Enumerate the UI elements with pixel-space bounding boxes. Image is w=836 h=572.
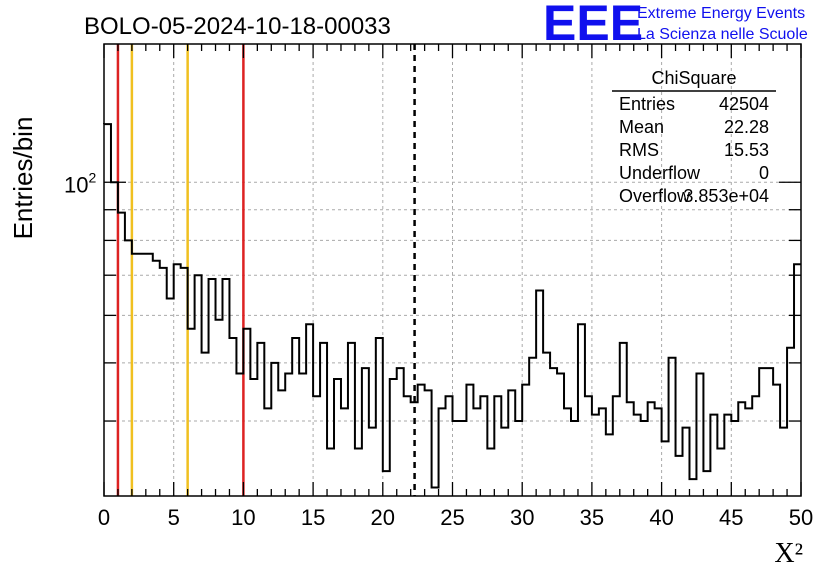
stats-value: 42504	[719, 94, 769, 114]
x-tick-label: 20	[371, 505, 395, 530]
x-axis-label: X²	[774, 538, 803, 569]
x-tick-label: 25	[440, 505, 464, 530]
eee-logo: EEE Extreme Energy Events La Scienza nel…	[543, 0, 808, 51]
stats-label: Entries	[619, 94, 675, 114]
stats-title: ChiSquare	[651, 68, 736, 88]
logo-line-1: Extreme Energy Events	[637, 5, 805, 22]
stats-value: 15.53	[724, 140, 769, 160]
y-tick-label-100: 102	[64, 169, 96, 197]
y-axis-label: Entries/bin	[8, 117, 38, 240]
histogram-outline	[103, 123, 801, 489]
x-tick-label: 15	[301, 505, 325, 530]
logo-line-2: La Scienza nelle Scuole	[637, 26, 808, 43]
stats-label: Mean	[619, 117, 664, 137]
stats-label: RMS	[619, 140, 659, 160]
x-tick-labels: 0 5 10 15 20 25 30 35 40 45 50	[98, 505, 813, 530]
axis-ticks	[103, 44, 802, 496]
logo-text: EEE	[543, 0, 643, 51]
x-tick-label: 50	[789, 505, 813, 530]
x-tick-label: 30	[510, 505, 534, 530]
stats-label: Underflow	[619, 163, 701, 183]
x-tick-label: 0	[98, 505, 110, 530]
stats-value: 22.28	[724, 117, 769, 137]
y-tick-exponent: 2	[88, 169, 96, 185]
x-tick-label: 5	[168, 505, 180, 530]
x-tick-label: 35	[580, 505, 604, 530]
x-tick-label: 40	[649, 505, 673, 530]
y-tick-base: 10	[64, 172, 88, 197]
stats-value: 0	[759, 163, 769, 183]
chart-title: BOLO-05-2024-10-18-00033	[84, 13, 391, 40]
stats-label: Overflow	[619, 186, 691, 206]
stats-value: 3.853e+04	[683, 186, 769, 206]
x-tick-label: 10	[231, 505, 255, 530]
x-tick-label: 45	[719, 505, 743, 530]
grid-lines	[104, 44, 801, 496]
stats-box: ChiSquare Entries 42504 Mean 22.28 RMS 15.53 U…	[612, 68, 776, 206]
